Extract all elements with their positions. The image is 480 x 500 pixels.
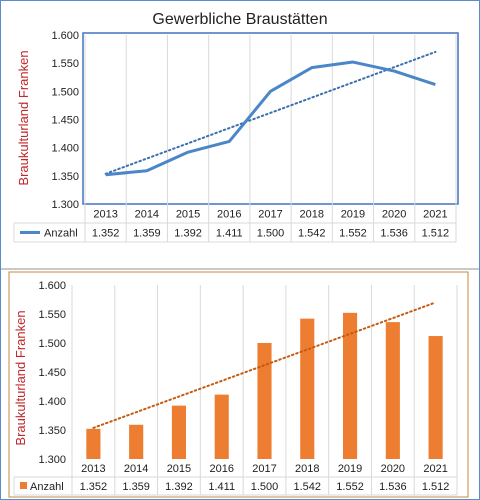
bar [129,424,144,459]
data-table: 2013 1.352 2014 1.359 2015 1.392 2016 1.411 2017… [13,209,456,243]
chart-title: Gewerbliche Braustätten [152,11,327,28]
data-table-value: 1.411 [208,481,235,493]
y-tick-label: 1.550 [38,309,66,321]
y-tick-label: 1.500 [51,86,79,98]
legend-label: Anzahl [30,481,64,493]
y-tick-label: 1.450 [38,367,66,379]
bar [171,405,187,459]
bar [428,336,443,459]
grid [71,285,458,495]
y-tick-label: 1.450 [51,115,79,127]
x-tick-label: 2014 [124,463,148,475]
x-tick-label: 2013 [93,209,117,221]
x-tick-label: 2019 [341,209,365,221]
y-tick-label: 1.350 [51,171,79,183]
data-table: 2013 1.352 2014 1.359 2015 1.392 2016 1.411 2017… [13,463,457,496]
trendline-line [92,301,437,429]
chart-area-border [8,271,469,498]
data-table-value: 1.352 [80,481,108,493]
bar-chart: Braukulturland Franken 1.3001.3501.4001.… [8,271,469,498]
y-tick-label: 1.350 [38,425,66,437]
y-tick-labels: 1.300 1.350 1.400 1.450 1.500 1.550 1.600 [38,280,66,466]
x-tick-label: 2021 [423,209,447,221]
series-line [105,60,436,177]
data-table-value: 1.552 [336,481,364,493]
data-table-value: 1.542 [298,228,326,240]
data-table-value: 1.512 [422,481,450,493]
x-tick-label: 2014 [135,209,159,221]
x-tick-label: 2016 [217,209,241,221]
data-table-value: 1.359 [122,481,150,493]
data-table-value: 1.392 [165,481,193,493]
y-tick-label: 1.600 [38,280,66,292]
bar [86,428,101,459]
y-tick-label: 1.400 [38,396,66,408]
x-tick-label: 2021 [423,463,447,475]
x-tick-label: 2013 [81,463,105,475]
bar [257,343,272,459]
bar [385,322,400,459]
data-table-value: 1.512 [422,228,450,240]
y-axis-label: Braukulturland Franken [13,310,28,445]
y-axis-label: Braukulturland Franken [16,50,31,185]
data-table-value: 1.352 [92,228,120,240]
data-table-value: 1.500 [257,228,285,240]
trendline-line [104,50,437,175]
data-table-value: 1.552 [339,228,367,240]
bar [342,312,358,459]
x-tick-label: 2018 [295,463,319,475]
x-tick-label: 2017 [252,463,276,475]
data-table-value: 1.359 [133,228,161,240]
series [105,60,436,177]
x-tick-label: 2019 [338,463,362,475]
y-tick-label: 1.300 [51,199,79,211]
bar [214,394,229,459]
x-tick-label: 2016 [209,463,233,475]
y-tick-label: 1.550 [51,58,79,70]
data-table-value: 1.536 [379,481,407,493]
y-tick-label: 1.400 [51,143,79,155]
data-table-value: 1.411 [216,228,243,240]
trendline [92,301,437,429]
y-tick-label: 1.300 [38,454,66,466]
trendline [104,50,437,175]
x-tick-label: 2017 [258,209,282,221]
x-tick-label: 2020 [382,209,406,221]
y-tick-labels: 1.300 1.350 1.400 1.450 1.500 1.550 1.600 [51,30,79,211]
legend-key [20,482,27,489]
data-table-value: 1.542 [294,481,322,493]
data-table-value: 1.536 [380,228,408,240]
legend-label: Anzahl [44,228,78,240]
y-tick-label: 1.500 [38,338,66,350]
series [86,312,443,459]
plot-area [82,32,459,205]
x-tick-label: 2018 [299,209,323,221]
data-table-value: 1.500 [251,481,279,493]
x-tick-label: 2015 [167,463,191,475]
line-chart: Gewerbliche Braustätten Braukulturland F… [13,11,459,243]
data-table-value: 1.392 [174,228,202,240]
y-tick-label: 1.600 [51,30,79,42]
chart-separator [1,268,479,270]
x-tick-label: 2020 [381,463,405,475]
bar [300,318,315,459]
x-tick-label: 2015 [176,209,200,221]
grid [84,35,457,242]
